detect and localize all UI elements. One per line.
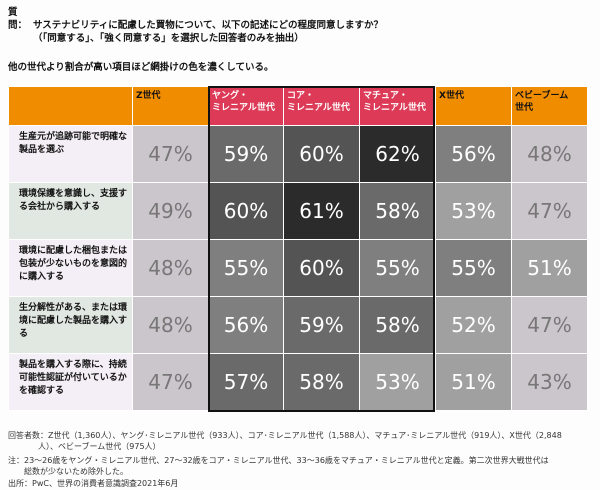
value-cell: 55% — [435, 239, 512, 297]
value-cell: 60% — [283, 125, 360, 183]
value-cell: 53% — [435, 182, 512, 240]
row-label: 製品を購入する際に、持続可能性認証が付いているかを確認する — [8, 353, 133, 411]
value-cell: 51% — [435, 353, 512, 411]
respondents-text-2: 人）、ベビーブーム世代（975人） — [38, 442, 161, 451]
value-cell: 52% — [435, 296, 512, 354]
header-corner — [8, 86, 133, 126]
notes-text: 注：23〜26歳をヤング・ミレニアル世代、27〜32歳をコア・ミレニアル世代、3… — [8, 456, 549, 465]
row-label: 環境に配慮した梱包または包装が少ないものを意図的に購入する — [8, 239, 133, 297]
value-cell: 48% — [511, 125, 588, 183]
row-label: 生分解性がある、または環境に配慮した製品を購入する — [8, 296, 133, 354]
table-row: 生産元が追跡可能で明確な製品を選ぶ 47% 59% 60% 62% 56% 48% — [8, 125, 588, 183]
question-sub: （「同意する」、「強く同意する」を選択した回答者のみを抽出） — [33, 33, 304, 44]
column-header: X世代 — [435, 86, 512, 126]
heatmap-table: Z世代 ヤング・ ミレニアル世代 コア・ ミレニアル世代 マチュア・ ミレニアル世代 X… — [8, 86, 588, 411]
value-cell: 51% — [511, 239, 588, 297]
value-cell: 47% — [511, 182, 588, 240]
column-header: マチュア・ ミレニアル世代 — [359, 86, 436, 126]
footer-respondents: 回答者数：Z世代（1,360人）、ヤング･ミレニアル世代（933人）、コア･ミレ… — [8, 430, 562, 452]
value-cell: 62% — [359, 125, 436, 183]
footer-notes: 注：23〜26歳をヤング・ミレニアル世代、27〜32歳をコア・ミレニアル世代、3… — [8, 455, 549, 477]
value-cell: 60% — [283, 239, 360, 297]
question-text: サステナビリティに配慮した買物について、以下の記述にどの程度同意しますか？ — [33, 20, 383, 31]
question-label: 質問： — [8, 7, 28, 31]
value-cell: 47% — [132, 353, 209, 411]
column-header: Z世代 — [132, 86, 209, 126]
value-cell: 59% — [283, 296, 360, 354]
value-cell: 53% — [359, 353, 436, 411]
value-cell: 48% — [132, 239, 209, 297]
notes-text-2: 総数が少ないため除外した。 — [24, 467, 128, 476]
value-cell: 58% — [359, 296, 436, 354]
value-cell: 61% — [283, 182, 360, 240]
table-row: 環境に配慮した梱包または包装が少ないものを意図的に購入する 48% 55% 60% 55… — [8, 239, 588, 297]
value-cell: 48% — [132, 296, 209, 354]
question: 質問： サステナビリティに配慮した買物について、以下の記述にどの程度同意しますか？… — [8, 6, 383, 45]
row-label: 生産元が追跡可能で明確な製品を選ぶ — [8, 125, 133, 183]
table-row: 生分解性がある、または環境に配慮した製品を購入する 48% 56% 59% 58% 52%… — [8, 296, 588, 354]
column-header: ヤング・ ミレニアル世代 — [208, 86, 284, 126]
value-cell: 55% — [359, 239, 436, 297]
value-cell: 49% — [132, 182, 209, 240]
value-cell: 57% — [208, 353, 284, 411]
value-cell: 59% — [208, 125, 284, 183]
value-cell: 47% — [511, 296, 588, 354]
respondents-text: 回答者数：Z世代（1,360人）、ヤング･ミレニアル世代（933人）、コア･ミレ… — [8, 431, 562, 440]
value-cell: 56% — [208, 296, 284, 354]
value-cell: 60% — [208, 182, 284, 240]
column-header: コア・ ミレニアル世代 — [283, 86, 360, 126]
table-row: 環境保護を意識し、支援する会社から購入する 49% 60% 61% 58% 53% 47% — [8, 182, 588, 240]
value-cell: 58% — [283, 353, 360, 411]
value-cell: 58% — [359, 182, 436, 240]
row-label: 環境保護を意識し、支援する会社から購入する — [8, 182, 133, 240]
value-cell: 43% — [511, 353, 588, 411]
header-row: Z世代 ヤング・ ミレニアル世代 コア・ ミレニアル世代 マチュア・ ミレニアル世代 X… — [8, 86, 588, 126]
shading-note: 他の世代より割合が高い項目ほど網掛けの色を濃くしている。 — [8, 62, 274, 73]
value-cell: 55% — [208, 239, 284, 297]
column-header: ベビーブーム 世代 — [511, 86, 588, 126]
table-row: 製品を購入する際に、持続可能性認証が付いているかを確認する 47% 57% 58% 53… — [8, 353, 588, 411]
value-cell: 47% — [132, 125, 209, 183]
value-cell: 56% — [435, 125, 512, 183]
footer-source: 出所：PwC、世界の消費者意識調査2021年6月 — [8, 479, 179, 488]
